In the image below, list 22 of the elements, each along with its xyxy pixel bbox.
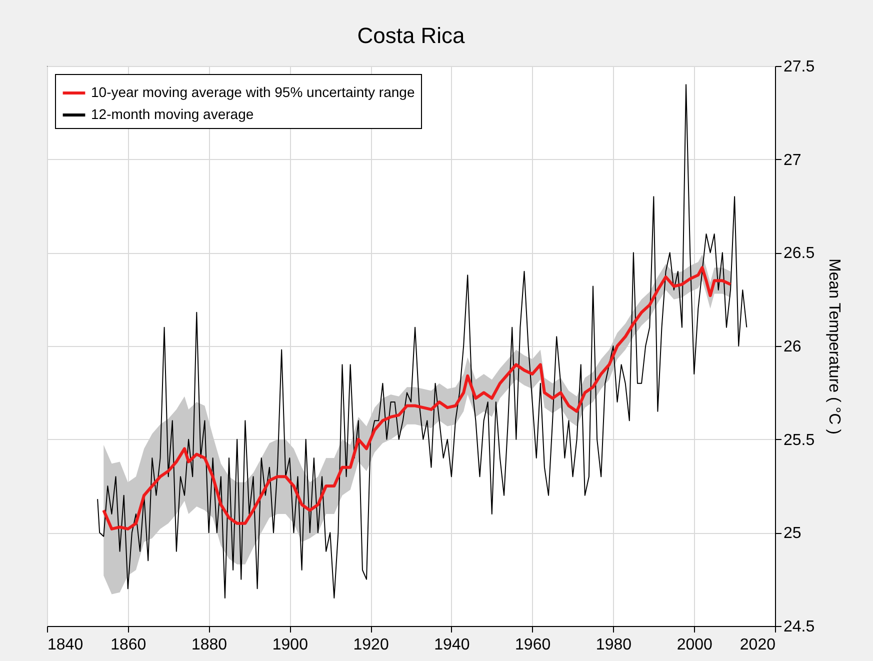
x-tick-label: 1980	[596, 636, 632, 654]
x-tick-label: 1900	[272, 636, 308, 654]
line-series	[102, 266, 732, 530]
x-tick-label: 1880	[191, 636, 228, 654]
x-tick-label: 1840	[48, 636, 84, 654]
chart-title: Costa Rica	[357, 23, 466, 48]
y-tick-label: 25	[784, 525, 802, 542]
y-tick-label: 25.5	[784, 432, 815, 449]
y-axis-title: Mean Temperature ( °C )	[826, 258, 843, 434]
x-tick-label: 2000	[676, 636, 713, 654]
x-tick-label: 1940	[434, 636, 470, 654]
y-tick-label: 26	[784, 338, 802, 356]
legend-label: 10-year moving average with 95% uncertainty range	[91, 84, 415, 100]
y-tick-label: 26.5	[784, 245, 815, 262]
x-tick-label: 1860	[110, 636, 146, 654]
y-tick-label: 27	[784, 152, 802, 169]
x-tick-label: 2020	[740, 636, 776, 654]
legend-label: 12-month moving average	[91, 106, 254, 122]
y-tick-label: 24.5	[784, 618, 815, 636]
x-tick-label: 1960	[515, 636, 551, 654]
y-tick-label: 27.5	[784, 58, 815, 76]
x-tick-label: 1920	[353, 636, 389, 654]
